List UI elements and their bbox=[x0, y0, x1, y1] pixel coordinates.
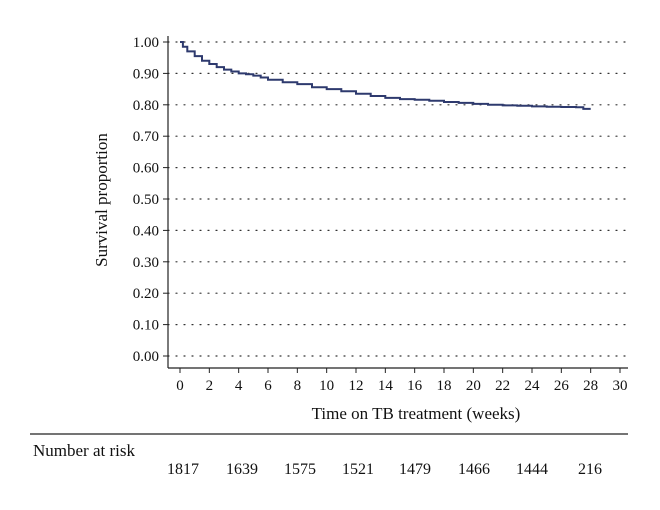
y-tick-label: 1.00 bbox=[133, 35, 159, 51]
y-tick-label: 0.70 bbox=[133, 129, 159, 145]
x-tick-label: 22 bbox=[495, 378, 510, 394]
risk-count: 1479 bbox=[399, 461, 431, 478]
x-tick-label: 6 bbox=[264, 378, 272, 394]
y-tick-label: 0.20 bbox=[133, 286, 159, 302]
risk-count: 1466 bbox=[458, 461, 490, 478]
x-tick-label: 4 bbox=[235, 378, 243, 394]
risk-count: 1639 bbox=[226, 461, 258, 478]
x-axis-title: Time on TB treatment (weeks) bbox=[312, 404, 521, 423]
y-tick-label: 0.80 bbox=[133, 98, 159, 114]
risk-table-title: Number at risk bbox=[33, 441, 135, 460]
x-tick-label: 20 bbox=[466, 378, 481, 394]
y-tick-label: 0.90 bbox=[133, 66, 159, 82]
risk-count: 1521 bbox=[342, 461, 374, 478]
risk-table-values: 1817 1639 1575 1521 1479 1466 1444 216 bbox=[167, 461, 602, 478]
x-tick-label: 2 bbox=[206, 378, 214, 394]
survival-curve bbox=[180, 41, 591, 110]
x-ticks: 0 2 4 6 8 10 12 14 16 18 20 22 24 26 28 30 bbox=[176, 368, 628, 394]
risk-count: 1444 bbox=[516, 461, 548, 478]
x-tick-label: 26 bbox=[554, 378, 570, 394]
x-tick-label: 12 bbox=[349, 378, 364, 394]
y-tick-label: 0.40 bbox=[133, 223, 159, 239]
x-tick-label: 30 bbox=[613, 378, 628, 394]
y-tick-label: 0.00 bbox=[133, 349, 159, 365]
risk-count: 216 bbox=[578, 461, 602, 478]
y-tick-label: 0.60 bbox=[133, 161, 159, 177]
x-tick-label: 10 bbox=[319, 378, 334, 394]
gridlines bbox=[167, 41, 629, 357]
axes bbox=[167, 36, 628, 369]
y-axis-title: Survival proportion bbox=[92, 133, 111, 267]
y-tick-label: 0.30 bbox=[133, 255, 159, 271]
x-tick-label: 8 bbox=[294, 378, 302, 394]
x-tick-label: 14 bbox=[378, 378, 394, 394]
x-tick-label: 18 bbox=[437, 378, 452, 394]
x-tick-label: 16 bbox=[407, 378, 423, 394]
y-ticks: 0.00 0.10 0.20 0.30 0.40 0.50 0.60 0.70 0.80 0.90… bbox=[133, 35, 168, 365]
risk-count: 1575 bbox=[284, 461, 316, 478]
x-tick-label: 24 bbox=[525, 378, 541, 394]
risk-count: 1817 bbox=[167, 461, 199, 478]
y-tick-label: 0.50 bbox=[133, 192, 159, 208]
x-tick-label: 28 bbox=[583, 378, 598, 394]
y-tick-label: 0.10 bbox=[133, 318, 159, 334]
x-tick-label: 0 bbox=[176, 378, 184, 394]
